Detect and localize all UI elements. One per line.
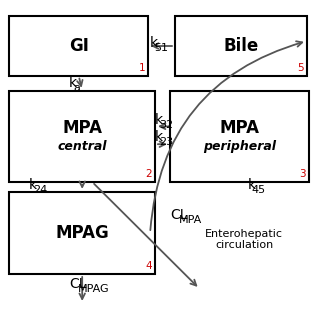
- Bar: [175, 16, 307, 76]
- Text: k: k: [150, 36, 158, 50]
- Text: a: a: [73, 82, 80, 93]
- Bar: [9, 16, 148, 76]
- Text: k: k: [155, 130, 163, 144]
- Text: k: k: [69, 76, 77, 90]
- Text: CL: CL: [170, 208, 188, 221]
- Text: k: k: [155, 114, 163, 127]
- Text: CL: CL: [69, 277, 86, 291]
- Text: 1: 1: [138, 63, 145, 73]
- Text: 2: 2: [146, 169, 152, 179]
- Text: 45: 45: [252, 185, 266, 195]
- Text: MPA: MPA: [219, 119, 259, 137]
- Text: 24: 24: [33, 185, 48, 195]
- Bar: [170, 91, 309, 182]
- Text: k: k: [29, 178, 37, 192]
- Text: k: k: [247, 178, 255, 192]
- Text: central: central: [58, 140, 107, 153]
- Text: 3: 3: [299, 169, 306, 179]
- Text: Bile: Bile: [223, 37, 258, 55]
- Text: 5: 5: [297, 63, 304, 73]
- Text: peripheral: peripheral: [203, 140, 276, 153]
- Text: MPA: MPA: [62, 119, 102, 137]
- Text: 51: 51: [155, 43, 169, 53]
- Bar: [9, 91, 155, 182]
- Text: MPAG: MPAG: [55, 224, 109, 242]
- Text: 32: 32: [160, 120, 174, 130]
- Text: 23: 23: [160, 137, 174, 147]
- Text: 4: 4: [146, 261, 152, 271]
- Bar: [9, 192, 155, 274]
- Text: GI: GI: [69, 37, 89, 55]
- Text: MPA: MPA: [179, 214, 202, 224]
- Text: Enterohepatic
circulation: Enterohepatic circulation: [205, 229, 283, 250]
- Text: MPAG: MPAG: [78, 284, 109, 294]
